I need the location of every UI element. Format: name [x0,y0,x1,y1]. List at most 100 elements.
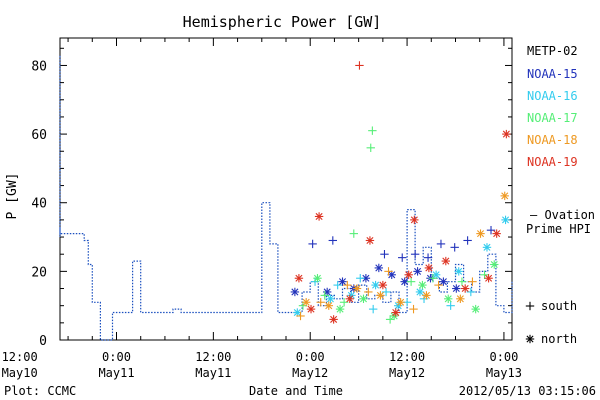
marker-noaa-15-south [436,239,446,249]
marker-noaa-17-south [320,291,329,300]
marker-noaa-19-north [424,263,434,273]
x-tick-date-label: May11 [98,366,134,380]
marker-noaa-16-north [501,215,510,225]
plot-timestamp: 2012/05/13 03:15:06 [459,384,596,398]
marker-stroke [493,230,501,238]
y-tick-label: 60 [31,128,47,143]
legend-entry-noaa-16: NOAA-16 [527,89,578,103]
marker-noaa-16-north [326,294,335,304]
marker-noaa-17-north [335,304,345,314]
marker-noaa-19-north [441,256,451,266]
marker-noaa-18-south [296,311,305,321]
y-tick-label: 40 [31,197,47,212]
marker-noaa-16-north [415,287,425,297]
marker-noaa-15-south [463,236,472,245]
marker-stroke [422,291,430,299]
legend-entry-noaa-18: NOAA-18 [527,133,578,147]
marker-noaa-15-north [290,287,300,297]
marker-noaa-17-north [444,294,453,304]
x-axis: 12:00 May10 0:00 May11 12:00 May11 0:00 May12 12… [2,38,522,380]
marker-noaa-18-north [301,298,311,307]
symbol-legend-label: north [541,332,577,346]
marker-stroke [501,192,509,200]
marker-noaa-18-south [364,287,373,297]
marker-stroke [472,305,480,313]
marker-stroke [372,281,380,289]
marker-stroke [388,271,396,279]
marker-noaa-18-south [434,280,443,290]
marker-noaa-18-south [409,304,418,314]
marker-stroke [432,271,440,279]
satellite-legend: NOAA-15 NOAA-16 NOAA-17 NOAA-18 NOAA-19 [527,67,578,169]
marker-noaa-17-south [457,277,467,286]
marker-stroke [502,216,510,224]
marker-stroke [397,298,405,306]
marker-stroke [425,264,433,272]
x-tick-time-label: 0:00 [296,350,325,364]
marker-stroke [401,278,409,286]
marker-stroke [359,295,368,303]
marker-noaa-19-north [410,215,419,225]
marker-stroke [295,274,303,282]
marker-noaa-17-south [349,229,358,238]
marker-stroke [490,260,498,269]
marker-noaa-15-south [308,239,317,249]
marker-noaa-16-south [356,274,365,283]
marker-stroke [315,212,323,220]
marker-stroke [442,257,450,265]
marker-noaa-16-north [482,243,492,252]
x-tick-date-label: May10 [2,366,38,380]
legend-ovation-line2: Prime HPI [526,222,591,236]
marker-stroke [416,288,424,296]
y-axis-label: P [GW] [5,173,20,220]
marker-stroke [362,274,370,282]
marker-noaa-17-south [480,270,489,279]
marker-noaa-17-south [428,274,438,283]
marker-noaa-19-north [404,270,413,279]
symbol-legend: south north [525,299,577,346]
marker-stroke [346,295,354,303]
marker-stroke [439,278,447,286]
marker-noaa-19-south [355,61,364,70]
y-tick-label: 80 [31,59,47,74]
marker-stroke [405,271,413,279]
marker-noaa-15-south [450,243,459,252]
x-tick-date-label: May13 [486,366,522,380]
marker-stroke [375,264,383,272]
marker-noaa-19-north [306,304,316,314]
marker-noaa-17-south [385,315,395,324]
marker-noaa-15-south [410,250,420,259]
marker-noaa-18-south [384,267,393,276]
marker-stroke [366,236,374,245]
marker-noaa-19-north [378,280,388,290]
marker-noaa-18-north [422,291,431,300]
marker-noaa-15-south [398,253,407,262]
marker-noaa-16-north [371,280,380,290]
marker-noaa-18-north [352,284,362,293]
marker-noaa-17-north [490,260,499,269]
marker-stroke [444,295,452,303]
x-tick-time-label: 12:00 [2,350,38,364]
marker-noaa-19-north [365,236,375,245]
marker-stroke [307,305,315,313]
x-tick-time-label: 0:00 [489,350,518,364]
marker-noaa-19-north [492,229,501,238]
marker-noaa-17-north [313,274,322,283]
symbol-legend-marker [525,301,535,311]
marker-stroke [526,335,534,343]
marker-stroke [410,216,418,224]
marker-stroke [456,295,464,303]
marker-noaa-18-north [376,291,385,300]
symbol-legend-label: south [541,299,577,313]
marker-noaa-17-south [366,143,375,153]
marker-stroke [418,281,426,289]
marker-stroke [502,130,510,138]
ovation-prime-hpi-line [59,55,513,341]
marker-noaa-19-north [314,212,324,221]
marker-noaa-19-north [391,308,400,317]
marker-stroke [326,295,334,303]
marker-noaa-18-north [500,191,509,201]
legend-ovation-line1: – Ovation [530,208,595,222]
marker-noaa-18-south [316,298,325,307]
marker-noaa-19-north [502,129,511,139]
